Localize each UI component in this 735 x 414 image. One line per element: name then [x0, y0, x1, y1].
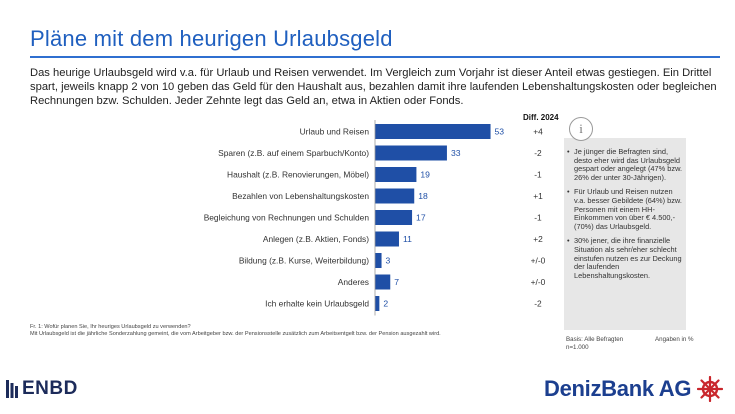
category-label: Anderes [338, 277, 369, 287]
diff-label: -1 [534, 213, 542, 223]
basis-note: Basis: Alle Befragten n=1.000 [566, 336, 623, 352]
diff-label: +1 [533, 191, 543, 201]
bar [375, 167, 417, 182]
diff-label: +2 [533, 234, 543, 244]
category-label: Anlegen (z.B. Aktien, Fonds) [263, 234, 369, 244]
bar [375, 145, 447, 161]
value-label: 53 [495, 127, 505, 137]
value-label: 3 [386, 256, 391, 266]
enbd-logo: ENBD [6, 378, 78, 400]
value-label: 33 [451, 148, 461, 158]
diff-label: -1 [534, 170, 542, 180]
value-label: 18 [418, 191, 428, 201]
title-divider [30, 56, 720, 58]
info-list: Je jünger die Befragten sind, desto eher… [566, 147, 684, 286]
bar [375, 188, 415, 204]
intro-text: Das heurige Urlaubsgeld wird v.a. für Ur… [30, 67, 717, 108]
unit-note: Angaben in % [655, 336, 694, 343]
diff-label: -2 [534, 299, 542, 309]
diff-label: +4 [533, 127, 543, 137]
category-label: Haushalt (z.B. Renovierungen, Möbel) [227, 170, 369, 180]
category-label: Bezahlen von Lebenshaltungskosten [232, 191, 369, 201]
diff-header: Diff. 2024 [523, 113, 559, 122]
bar [375, 231, 399, 247]
bar [375, 210, 413, 225]
info-bullet-1: Je jünger die Befragten sind, desto eher… [566, 147, 684, 182]
diff-label: -2 [534, 148, 542, 158]
page-title: Pläne mit dem heurigen Urlaubsgeld [30, 26, 393, 51]
value-label: 17 [416, 213, 426, 223]
diff-label: +/-0 [531, 256, 546, 266]
footnote-question: Fr. 1: Wofür planen Sie, Ihr heuriges Ur… [30, 324, 191, 330]
denizbank-logo: DenizBank AG [544, 376, 724, 402]
category-label: Begleichung von Rechnungen und Schulden [204, 213, 370, 223]
diff-label: +/-0 [531, 277, 546, 287]
info-bullet-3: 30% jener, die ihre finanzielle Situatio… [566, 237, 684, 280]
bar [375, 253, 382, 268]
info-icon: i [569, 117, 593, 141]
enbd-logo-text: ENBD [22, 378, 78, 399]
value-label: 7 [394, 277, 399, 287]
category-label: Sparen (z.B. auf einem Sparbuch/Konto) [218, 148, 369, 158]
category-label: Ich erhalte kein Urlaubsgeld [265, 299, 369, 309]
basis-label: Basis: Alle Befragten [566, 336, 624, 343]
sample-size: n=1.000 [566, 344, 589, 351]
category-label: Bildung (z.B. Kurse, Weiterbildung) [239, 256, 369, 266]
value-label: 19 [420, 170, 430, 180]
footnote: Fr. 1: Wofür planen Sie, Ihr heuriges Ur… [30, 324, 550, 338]
category-label: Urlaub und Reisen [300, 127, 370, 137]
ship-helm-icon [697, 376, 724, 402]
footnote-note: Mit Urlaubsgeld ist die jährliche Sonder… [30, 331, 441, 337]
bar [375, 296, 380, 311]
info-bullet-2: Für Urlaub und Reisen nutzen v.a. besser… [566, 188, 684, 231]
enbd-mark-icon [6, 380, 18, 398]
value-label: 2 [383, 299, 388, 309]
denizbank-logo-text: DenizBank AG [544, 376, 692, 401]
bar [375, 124, 491, 139]
bar [375, 274, 391, 290]
value-label: 11 [403, 234, 412, 244]
